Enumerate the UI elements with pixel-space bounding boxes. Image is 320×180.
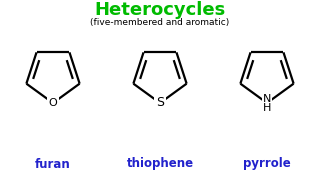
- Text: pyrrole: pyrrole: [243, 158, 291, 170]
- Text: S: S: [156, 96, 164, 109]
- Text: Heterocycles: Heterocycles: [94, 1, 226, 19]
- Text: thiophene: thiophene: [126, 158, 194, 170]
- Text: H: H: [263, 103, 271, 113]
- Text: (five-membered and aromatic): (five-membered and aromatic): [90, 17, 230, 26]
- Text: N: N: [263, 94, 271, 104]
- Text: furan: furan: [35, 158, 71, 170]
- Text: O: O: [49, 98, 57, 108]
